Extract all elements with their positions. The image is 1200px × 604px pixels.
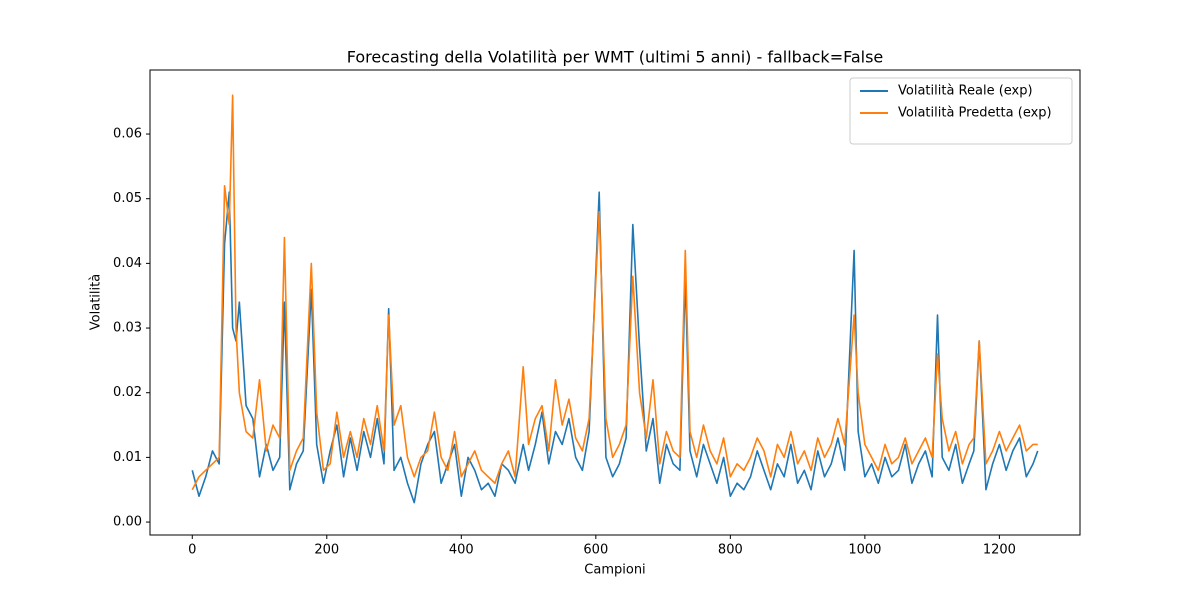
y-tick-label: 0.00: [113, 515, 142, 530]
chart-title: Forecasting della Volatilità per WMT (ul…: [347, 48, 884, 67]
legend-box: [849, 77, 1073, 145]
y-tick-label: 0.05: [113, 191, 142, 206]
legend-label: Volatilità Reale (exp): [898, 84, 1033, 99]
x-tick-label: 600: [583, 543, 608, 558]
x-tick-label: 1200: [983, 543, 1016, 558]
plot-frame: [149, 69, 1081, 536]
x-tick-label: 0: [188, 543, 196, 558]
series-line: [191, 94, 1038, 491]
legend: Volatilità Reale (exp) Volatilità Predett…: [849, 77, 1073, 145]
y-tick-label: 0.03: [113, 321, 142, 336]
x-tick-label: 1000: [848, 543, 881, 558]
x-tick-label: 400: [449, 543, 474, 558]
x-axis-label: Campioni: [584, 563, 645, 578]
y-tick-label: 0.04: [113, 256, 142, 271]
y-tick-label: 0.06: [113, 127, 142, 142]
x-tick-label: 200: [314, 543, 339, 558]
y-axis-label: Volatilità: [89, 274, 104, 330]
x-tick-label: 800: [718, 543, 743, 558]
series-line: [191, 191, 1039, 504]
y-tick-label: 0.01: [113, 450, 142, 465]
y-tick-label: 0.02: [113, 385, 142, 400]
legend-label: Volatilità Predetta (exp): [898, 106, 1052, 121]
